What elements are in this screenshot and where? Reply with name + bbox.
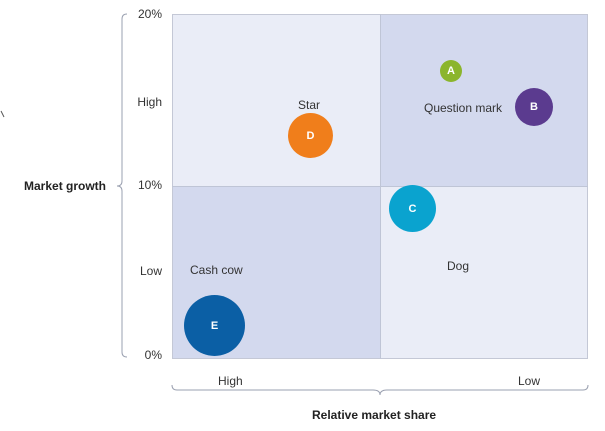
quadrant-star	[172, 14, 380, 186]
label-cash-cow: Cash cow	[190, 263, 243, 277]
horizontal-divider	[172, 186, 588, 187]
y-level-high: High	[137, 95, 162, 109]
bubble-b: B	[515, 88, 553, 126]
bubble-d: D	[288, 113, 333, 158]
y-tick-0: 0%	[144, 348, 162, 362]
x-level-low: Low	[518, 374, 541, 388]
label-dog: Dog	[447, 259, 470, 273]
bubble-e-label: E	[210, 319, 219, 332]
y-axis-title: Market growth	[24, 179, 107, 193]
x-level-high: High	[218, 374, 243, 388]
x-axis-title: Relative market share	[312, 408, 437, 422]
bubble-a: A	[440, 60, 462, 82]
bubble-c: C	[389, 185, 436, 232]
y-tick-20: 20%	[137, 7, 162, 21]
bubble-e: E	[184, 295, 245, 356]
quadrant-question-mark	[380, 14, 588, 186]
bubble-b-label: B	[530, 101, 538, 113]
y-tick-10: 10%	[137, 178, 162, 192]
y-level-low: Low	[139, 264, 162, 278]
bubble-c-label: C	[408, 202, 417, 215]
bubble-d-label: D	[306, 129, 315, 142]
label-question-mark: Question mark	[424, 101, 503, 115]
bubble-a-label: A	[447, 65, 455, 77]
label-star: Star	[298, 98, 321, 112]
